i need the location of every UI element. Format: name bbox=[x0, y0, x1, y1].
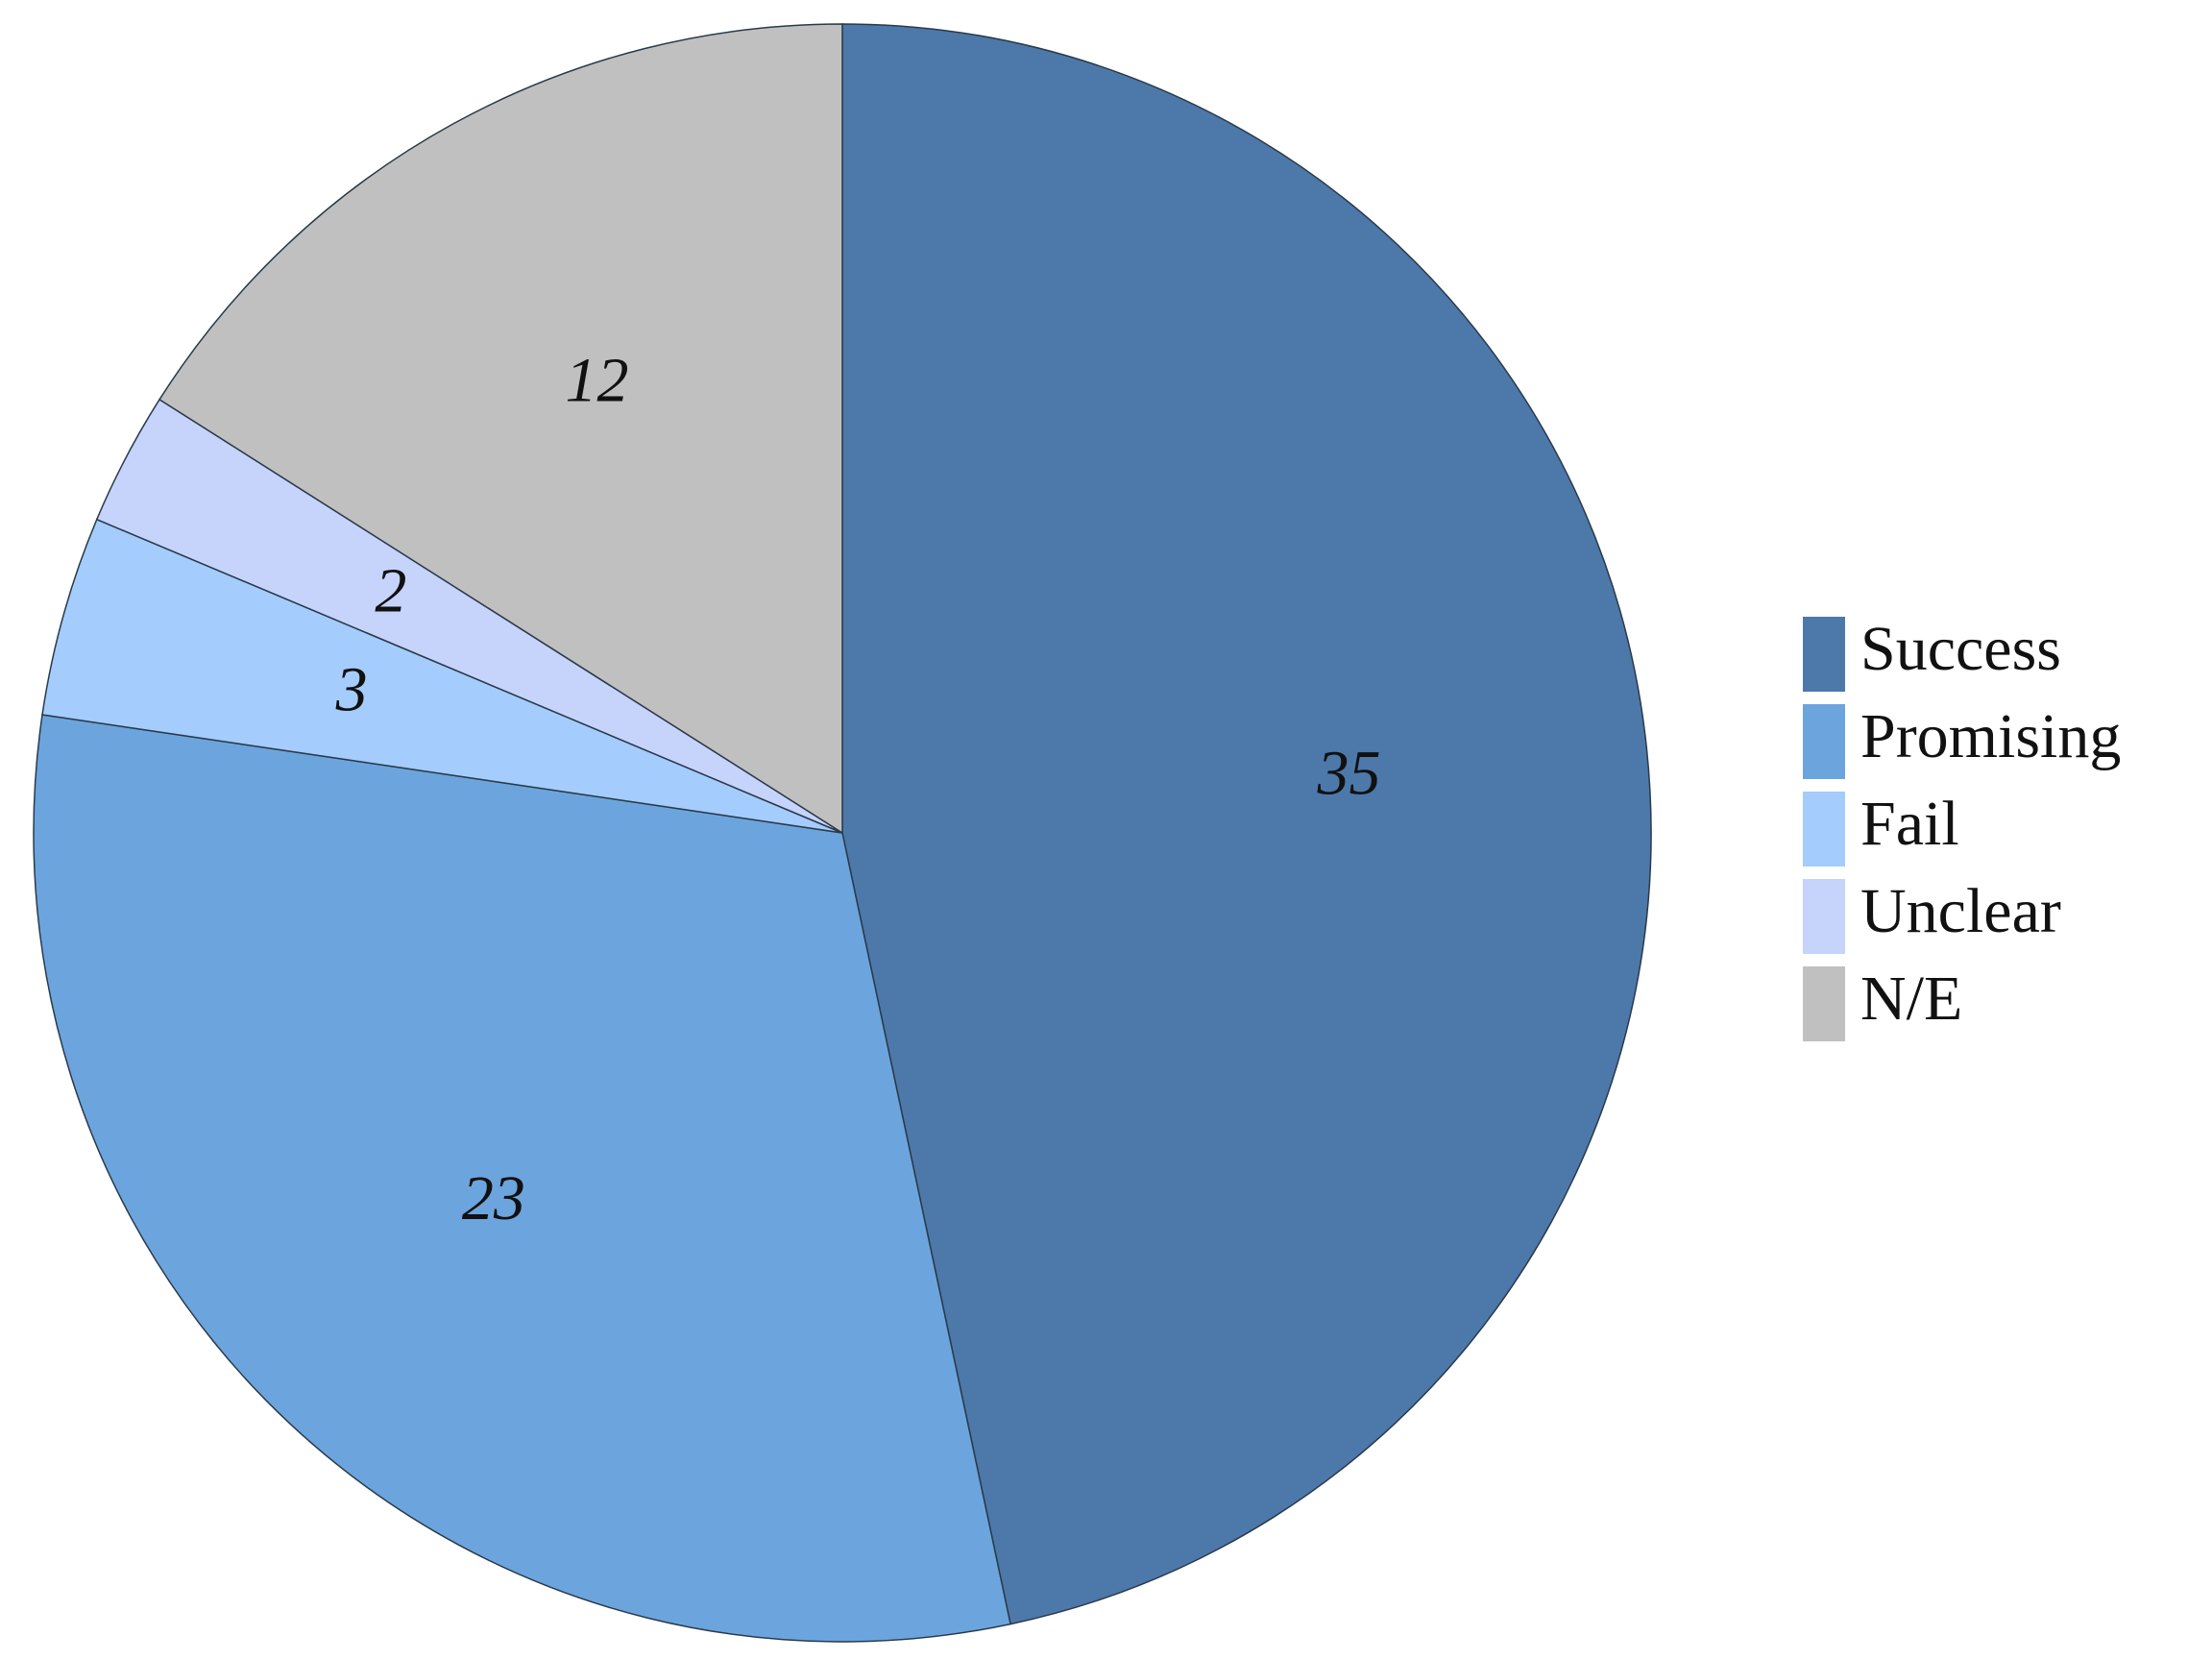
legend-swatch bbox=[1803, 879, 1845, 954]
legend-label: Promising bbox=[1860, 701, 2121, 771]
pie-slice bbox=[158, 23, 843, 835]
legend-swatch bbox=[1803, 792, 1845, 867]
data-label: 23 bbox=[462, 1163, 525, 1233]
legend-swatch bbox=[1803, 704, 1845, 779]
data-label: 12 bbox=[565, 345, 628, 415]
legend-label: Fail bbox=[1860, 789, 1959, 859]
data-label: 2 bbox=[375, 555, 406, 625]
legend-label: N/E bbox=[1860, 964, 1962, 1034]
pie-slice bbox=[33, 714, 1011, 1643]
legend-label: Unclear bbox=[1860, 876, 2061, 946]
legend-swatch bbox=[1803, 966, 1845, 1041]
pie-slice bbox=[41, 518, 843, 834]
legend-swatch bbox=[1803, 617, 1845, 692]
data-label: 35 bbox=[1317, 739, 1381, 809]
legend-label: Success bbox=[1860, 614, 2061, 684]
pie-slice bbox=[841, 23, 1652, 1625]
data-label: 3 bbox=[335, 654, 368, 724]
